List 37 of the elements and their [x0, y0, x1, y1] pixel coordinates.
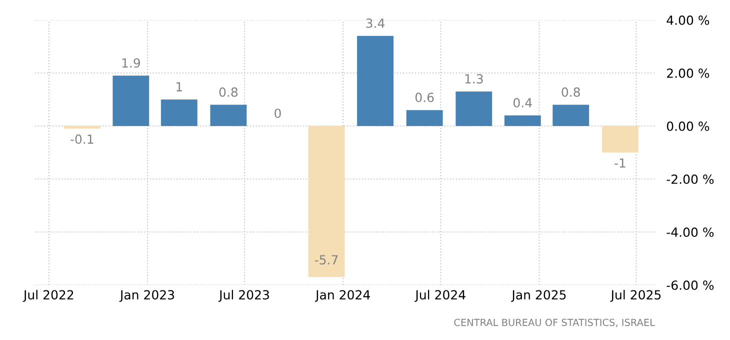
x-tick-label: Jan 2023	[119, 290, 174, 302]
data-label: 3.4	[366, 18, 385, 28]
data-label: 1.9	[122, 58, 140, 68]
data-label: 0	[274, 108, 281, 118]
y-tick-label: -4.00 %	[666, 227, 714, 237]
x-tick-label: Jan 2024	[314, 290, 370, 302]
y-tick-label: -2.00 %	[666, 174, 714, 184]
data-label: -0.1	[70, 134, 94, 144]
data-label: 1.3	[465, 74, 483, 84]
bar	[308, 126, 345, 278]
y-tick-label: 0.00 %	[666, 121, 710, 131]
bar	[504, 115, 541, 126]
bar	[210, 104, 247, 126]
data-label: -1	[614, 158, 626, 168]
x-tick-label: Jul 2022	[22, 290, 74, 302]
x-tick-label: Jan 2025	[511, 290, 566, 302]
bar	[357, 36, 394, 126]
text: CENTRAL BUREAU OF STATISTICS, ISRAEL	[454, 318, 655, 328]
y-tick-label: -6.00 %	[666, 280, 714, 290]
bar	[456, 92, 492, 126]
y-tick-label: 4.00 %	[666, 15, 710, 25]
data-label: -5.7	[314, 255, 338, 265]
y-tick-label: 2.00 %	[667, 68, 710, 78]
bar	[112, 76, 150, 126]
bar	[64, 126, 100, 129]
bar	[160, 100, 198, 126]
bar	[602, 126, 638, 152]
data-label: 0.4	[514, 98, 532, 108]
x-tick-label: Jul 2025	[610, 290, 661, 302]
data-label: 0.8	[219, 87, 238, 97]
data-label: 1	[176, 82, 182, 92]
x-tick-label: Jul 2024	[414, 290, 466, 302]
bar	[406, 110, 443, 126]
data-label: 0.6	[415, 92, 434, 102]
bar	[552, 104, 590, 126]
x-tick-label: Jul 2023	[218, 290, 269, 302]
data-label: 0.8	[562, 87, 580, 97]
